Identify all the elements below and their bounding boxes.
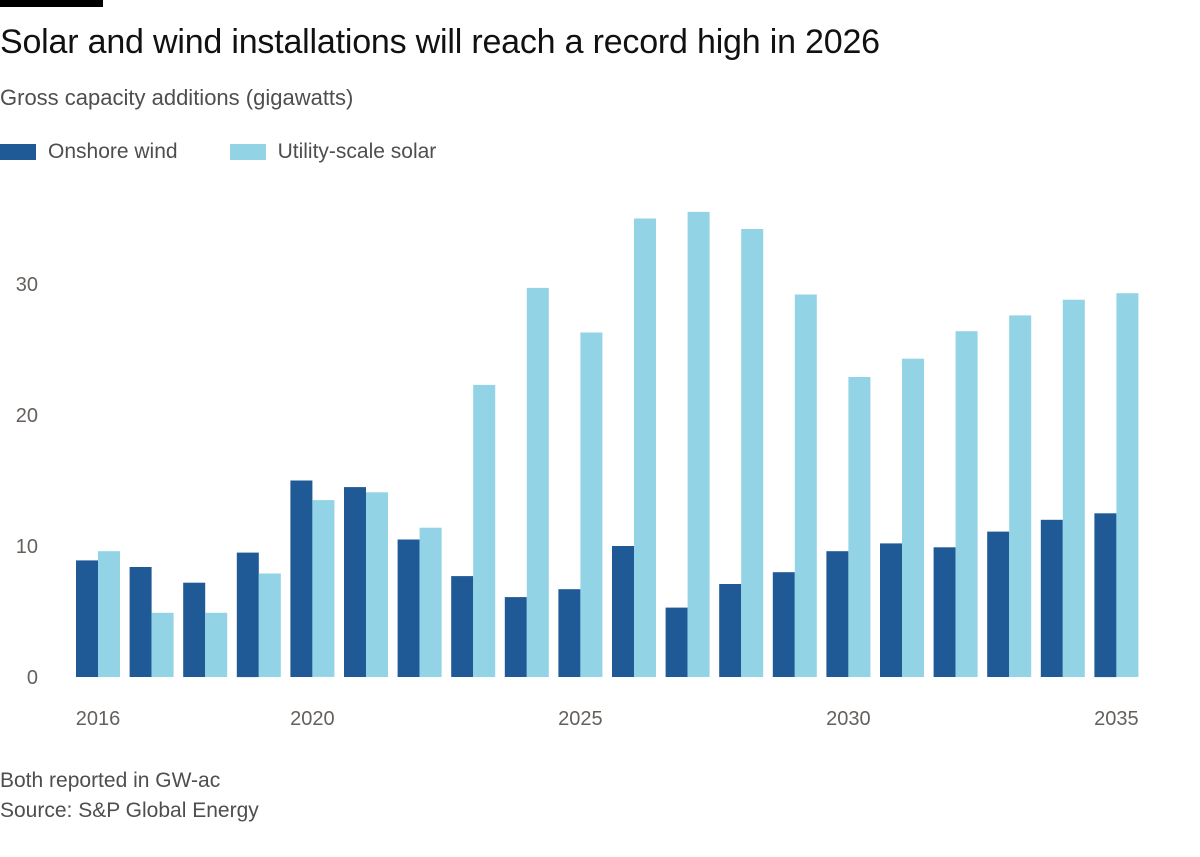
legend-item-utility-scale-solar: Utility-scale solar [229,140,437,164]
bar-onshore-wind-2035 [1094,513,1117,678]
y-tick-label: 0 [27,667,38,689]
bar-onshore-wind-2034 [1040,519,1063,677]
bar-utility-scale-solar-2027 [687,211,710,677]
x-tick-label: 2016 [76,708,121,730]
bar-utility-scale-solar-2031 [902,358,924,677]
bar-utility-scale-solar-2025 [580,332,603,677]
x-tick-label: 2025 [558,708,603,730]
bar-utility-scale-solar-2029 [794,294,817,677]
legend-label-utility-scale-solar: Utility-scale solar [277,140,437,163]
bar-onshore-wind-2028 [719,584,742,677]
bar-onshore-wind-2030 [826,551,849,677]
bar-onshore-wind-2019 [236,552,259,678]
bar-onshore-wind-2016 [76,560,98,677]
bar-onshore-wind-2023 [451,576,474,677]
legend-swatch-onshore-wind [0,144,36,160]
bars [76,211,1139,678]
x-tick-label: 2035 [1094,708,1139,730]
bar-onshore-wind-2029 [772,572,795,677]
bar-utility-scale-solar-2024 [526,287,549,677]
bar-onshore-wind-2031 [880,543,902,677]
chart-title: Solar and wind installations will reach … [0,23,880,61]
y-axis-labels: 0 10 20 30 [16,274,38,689]
y-tick-label: 20 [16,405,38,427]
bar-utility-scale-solar-2033 [1009,315,1032,677]
bar-onshore-wind-2018 [183,582,206,677]
bar-utility-scale-solar-2030 [848,377,871,677]
bar-utility-scale-solar-2018 [205,612,228,677]
x-tick-label: 2020 [290,708,335,730]
bar-utility-scale-solar-2016 [98,551,120,677]
footnote-units: Both reported in GW-ac [0,769,221,792]
bar-utility-scale-solar-2020 [312,500,335,677]
bar-onshore-wind-2026 [612,546,634,677]
bar-utility-scale-solar-2019 [258,573,281,677]
bar-utility-scale-solar-2022 [419,527,442,677]
bar-utility-scale-solar-2034 [1062,299,1085,677]
x-tick-label: 2030 [826,708,871,730]
legend-swatch-utility-scale-solar [229,144,266,160]
bar-onshore-wind-2022 [397,539,420,677]
bar-onshore-wind-2025 [558,589,581,677]
bar-onshore-wind-2020 [290,480,313,677]
source-note: Source: S&P Global Energy [0,799,259,822]
bar-utility-scale-solar-2021 [366,492,388,677]
bar-utility-scale-solar-2032 [955,331,978,677]
bar-utility-scale-solar-2023 [473,384,496,677]
bar-onshore-wind-2033 [987,531,1010,677]
chart-subtitle: Gross capacity additions (gigawatts) [0,85,354,110]
bar-onshore-wind-2027 [665,607,688,677]
x-axis-labels: 2016 2020 2025 2030 2035 [76,708,1139,730]
bar-onshore-wind-2017 [129,567,152,677]
bar-onshore-wind-2032 [933,547,956,677]
bar-utility-scale-solar-2017 [151,612,174,677]
chart-legend: Onshore wind Utility-scale solar [0,137,488,167]
y-tick-label: 30 [16,274,38,296]
bar-utility-scale-solar-2028 [741,229,764,677]
bar-onshore-wind-2021 [344,487,366,677]
y-tick-label: 10 [16,536,38,558]
top-accent-bar [0,0,103,7]
bar-utility-scale-solar-2035 [1116,293,1139,677]
bar-utility-scale-solar-2026 [634,218,656,677]
legend-label-onshore-wind: Onshore wind [48,140,178,163]
legend-item-onshore-wind: Onshore wind [0,140,178,164]
bar-onshore-wind-2024 [504,597,527,677]
